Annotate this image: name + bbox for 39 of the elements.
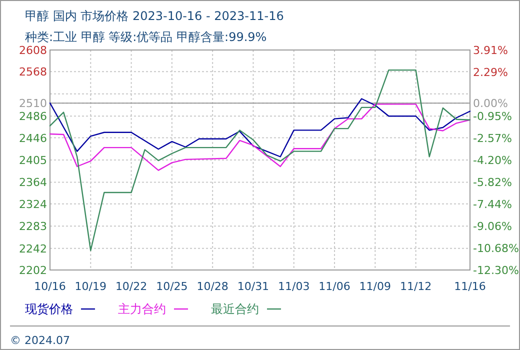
x-tick-label: 11/12 xyxy=(400,280,432,293)
y2-tick-label: 2.29% xyxy=(473,66,508,79)
x-tick-label: 11/06 xyxy=(318,280,350,293)
y-tick-label: 2283 xyxy=(19,220,47,234)
y-tick-label: 2608 xyxy=(19,44,47,57)
x-tick-label: 11/16 xyxy=(454,280,486,293)
x-tick-label: 10/28 xyxy=(196,280,228,293)
x-tick-label: 10/22 xyxy=(115,280,148,293)
y-tick-label: 2364 xyxy=(19,176,47,190)
text: © 2024.07 xyxy=(10,334,70,347)
y2-tick-label: -7.44% xyxy=(473,198,512,212)
y2-tick-label: -12.30% xyxy=(473,264,519,277)
legend-label: 主力合约 xyxy=(118,302,166,316)
y2-tick-label: 0.00% xyxy=(473,97,508,110)
legend-label: 最近合约 xyxy=(211,302,259,316)
legend-label: 现货价格 xyxy=(25,302,73,316)
y2-tick-label: -10.68% xyxy=(473,242,519,256)
y2-tick-label: -9.06% xyxy=(473,220,512,234)
y-tick-label: 2446 xyxy=(19,132,47,145)
chart-subtitle: 种类:工业 甲醇 等级:优等品 甲醇含量:99.9% xyxy=(25,30,267,44)
y-tick-label: 2510 xyxy=(19,97,47,110)
y-tick-label: 2324 xyxy=(19,198,47,211)
y-tick-label: 2242 xyxy=(19,242,47,256)
y2-tick-label: -5.82% xyxy=(473,176,512,190)
chart-title: 甲醇 国内 市场价格 2023-10-16 - 2023-11-16 xyxy=(25,9,284,23)
y2-tick-label: -0.95% xyxy=(473,110,512,123)
y2-tick-label: 3.91% xyxy=(473,44,508,57)
x-tick-label: 11/09 xyxy=(359,280,392,293)
y2-tick-label: -2.57% xyxy=(473,132,512,145)
x-tick-label: 10/19 xyxy=(74,280,106,293)
y-tick-label: 2568 xyxy=(19,66,47,79)
y-tick-label: 2202 xyxy=(19,264,47,277)
x-tick-label: 10/16 xyxy=(34,280,66,293)
y2-tick-label: -4.20% xyxy=(473,154,512,168)
y-tick-label: 2486 xyxy=(19,110,47,124)
x-tick-label: 10/25 xyxy=(156,280,188,293)
x-tick-label: 10/31 xyxy=(237,280,270,293)
y-tick-label: 2405 xyxy=(19,154,47,167)
x-tick-label: 11/03 xyxy=(278,280,310,293)
